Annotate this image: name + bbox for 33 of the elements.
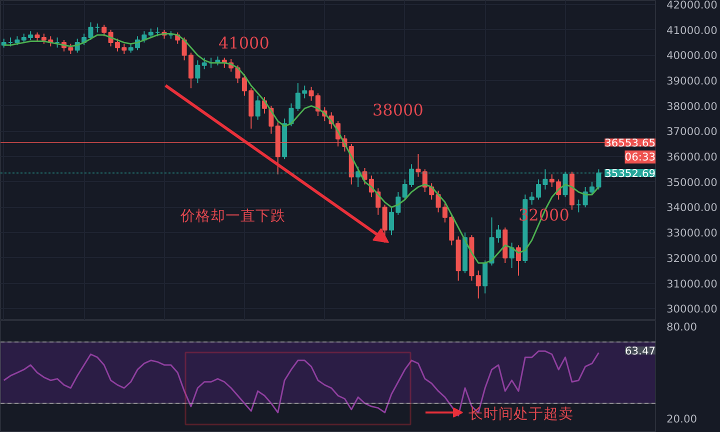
ref-line-label: 36553.65 [604,136,656,150]
y-tick-label: 80.00 [666,320,698,334]
y-tick-label: 30000.00 [666,302,718,316]
y-tick-label: 31000.00 [666,277,718,290]
candlestick [195,60,200,84]
candlestick [402,178,408,200]
y-tick-label: 37000.00 [666,125,718,138]
y-tick-label: 41000.00 [666,24,718,37]
candlestick [202,57,207,70]
y-tick-label: 35000.00 [666,176,718,189]
y-tick-label: 42000.00 [666,0,718,12]
y-tick-label: 40000.00 [666,49,718,62]
y-tick-label: 33000.00 [666,226,718,240]
annotation: 38000 [372,100,424,120]
candlestick [102,24,107,37]
y-tick-label: 39000.00 [666,74,718,88]
annotation: 41000 [218,34,270,52]
y-tick-label: 36000.00 [666,150,718,164]
text: 63.47 [624,344,656,358]
candlestick [416,154,421,178]
candlestick [482,260,488,294]
annotation: 价格却一直下跌 [180,208,286,224]
y-tick-label: 32000.00 [666,252,718,265]
y-tick-label: 38000.00 [666,100,718,113]
annotation: 长时间处于超卖 [468,406,574,422]
text: 06:33 [624,150,656,164]
candlestick [449,214,454,246]
ref-line-label: 35352.69 [604,166,656,180]
candlestick [255,95,260,120]
candlestick [476,270,481,299]
y-tick-label: 20.00 [666,412,698,426]
y-tick-label: 34000.00 [666,201,718,214]
candlestick [288,102,294,127]
